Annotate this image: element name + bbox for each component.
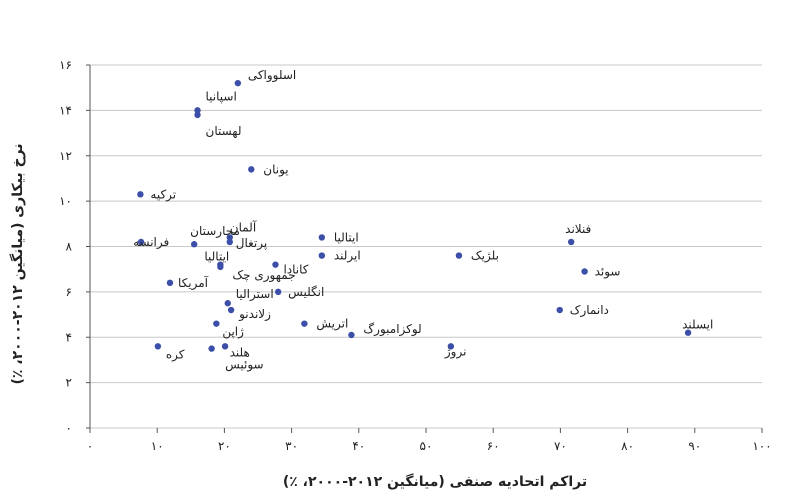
x-tick-label: ۳۰	[285, 439, 298, 453]
data-point	[166, 279, 174, 286]
data-point	[318, 234, 326, 241]
data-point	[217, 263, 224, 271]
y-tick-label: ۱۰	[59, 194, 72, 208]
point-label: استرالیا	[236, 287, 274, 302]
point-label: زلاندنو	[238, 307, 271, 322]
x-axis-title: تراکم اتحادیه صنفی (میانگین ۲۰۱۲-۲۰۰۰، ٪…	[283, 473, 587, 490]
point-label: اسلوواکی	[248, 68, 296, 83]
point-label: اتریش	[316, 317, 348, 332]
y-tick-label: ۱۴	[59, 103, 72, 117]
data-point	[447, 343, 455, 350]
data-point	[455, 252, 463, 259]
point-label: فنلاند	[565, 222, 591, 236]
point-label: یونان	[263, 162, 288, 177]
x-tick-label: ۱۰	[151, 439, 164, 453]
data-point	[581, 268, 588, 275]
data-point	[224, 300, 231, 307]
data-point	[154, 343, 162, 350]
y-axis-title: نرخ بیکاری (میانگین ۲۰۱۲-۲۰۰۰، ٪)	[9, 143, 26, 384]
point-label: اسپانیا	[206, 89, 237, 103]
data-point	[274, 288, 282, 296]
data-point	[221, 343, 229, 350]
x-tick-label: ۲۰	[218, 439, 231, 453]
y-axis: ۰ ۲ ۴ ۶ ۸ ۱۰ ۱۲ ۱۴ ۱۶	[59, 58, 91, 435]
y-tick-label: ۴	[66, 330, 72, 344]
y-tick-label: ۰	[66, 421, 72, 435]
point-label: سوئد	[595, 264, 621, 279]
point-label: آمریکا	[178, 275, 209, 291]
point-label: ژاپن	[222, 325, 244, 340]
data-points	[137, 79, 692, 352]
point-label: جمهوری چک	[232, 268, 295, 283]
point-label: انگلیس	[288, 285, 324, 300]
data-point	[227, 306, 235, 314]
x-tick-label: ۶۰	[487, 439, 500, 453]
data-point	[137, 191, 144, 198]
point-label: ایتالیا	[334, 230, 359, 244]
x-axis: ۰ ۱۰ ۲۰ ۳۰ ۴۰ ۵۰ ۶۰ ۷۰ ۸۰ ۹۰ ۱۰۰	[87, 428, 772, 453]
point-label: ایتالیا	[204, 250, 229, 264]
point-label: ترکیه	[150, 187, 176, 202]
data-point	[556, 306, 563, 314]
data-point	[226, 234, 233, 241]
y-tick-label: ۱۶	[59, 58, 72, 72]
data-point	[208, 345, 215, 352]
data-point	[190, 241, 198, 248]
data-point	[213, 320, 220, 327]
data-point	[272, 261, 279, 268]
point-label: هلند	[230, 346, 250, 360]
y-tick-label: ۱۲	[59, 149, 72, 163]
x-tick-label: ۸۰	[621, 439, 634, 453]
x-tick-label: ۱۰۰	[752, 439, 771, 453]
data-point	[194, 111, 201, 119]
point-label: ایرلند	[334, 249, 361, 264]
data-point	[248, 166, 255, 173]
grid-lines	[90, 64, 762, 429]
x-tick-label: ۰	[87, 439, 93, 453]
y-tick-label: ۲	[66, 376, 72, 390]
point-label: لهستان	[206, 124, 242, 138]
x-tick-label: ۷۰	[554, 439, 567, 453]
point-label: مجارستان	[190, 224, 240, 239]
data-point	[301, 320, 308, 327]
point-label: ایسلند	[682, 318, 713, 332]
data-point	[684, 329, 692, 336]
point-label: آلمان	[230, 219, 257, 234]
point-labels: اسلوواکی اسپانیا لهستان یونان ترکیه آلمانمجار…	[133, 68, 713, 372]
y-tick-label: ۶	[66, 285, 72, 299]
point-label: بلژیک	[471, 249, 499, 264]
data-point	[318, 252, 326, 259]
point-label: کانادا	[283, 263, 308, 277]
point-label: سوئیس	[225, 357, 264, 372]
y-tick-label: ۸	[66, 240, 73, 254]
x-tick-label: ۹۰	[688, 439, 701, 453]
data-point	[234, 79, 242, 87]
point-label: نروژ	[444, 344, 467, 359]
point-label: فرانسه	[133, 235, 169, 250]
point-label: دانمارک	[570, 303, 609, 318]
x-tick-label: ۵۰	[420, 439, 433, 453]
point-label: لوکزامبورگ	[363, 322, 421, 337]
data-point	[137, 238, 145, 246]
data-point	[348, 331, 355, 339]
data-point	[567, 238, 575, 246]
point-label: کره	[166, 347, 185, 362]
data-point	[194, 107, 201, 114]
data-point	[226, 238, 233, 246]
x-tick-label: ۴۰	[352, 439, 365, 453]
point-label: پرتغال	[236, 236, 267, 251]
